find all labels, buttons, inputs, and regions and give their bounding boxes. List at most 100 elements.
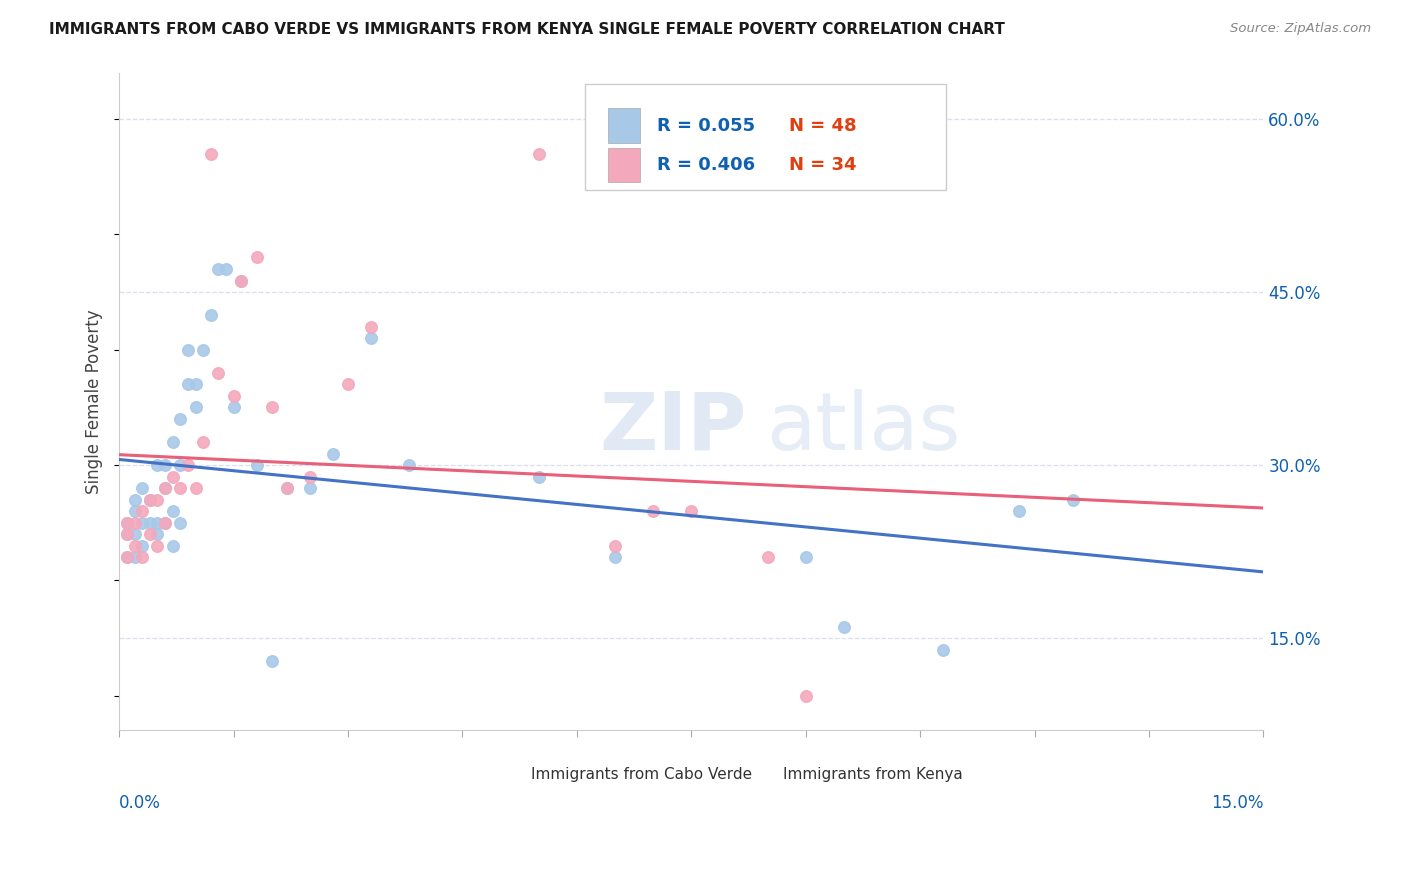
- Point: [231, 274, 253, 288]
- Point: [207, 366, 229, 380]
- FancyBboxPatch shape: [607, 148, 640, 182]
- Point: [131, 504, 153, 518]
- Point: [360, 319, 382, 334]
- Point: [124, 516, 146, 530]
- Point: [124, 504, 146, 518]
- Point: [146, 492, 169, 507]
- Text: 15.0%: 15.0%: [1211, 794, 1264, 812]
- Point: [153, 516, 176, 530]
- Text: Source: ZipAtlas.com: Source: ZipAtlas.com: [1230, 22, 1371, 36]
- Point: [115, 527, 138, 541]
- Point: [131, 550, 153, 565]
- Point: [794, 689, 817, 703]
- Point: [527, 469, 550, 483]
- Text: atlas: atlas: [766, 389, 960, 467]
- Point: [681, 504, 703, 518]
- FancyBboxPatch shape: [607, 109, 640, 143]
- Point: [124, 550, 146, 565]
- Point: [184, 481, 207, 495]
- Point: [193, 343, 215, 357]
- Point: [322, 446, 344, 460]
- Point: [207, 262, 229, 277]
- Point: [139, 516, 162, 530]
- Point: [169, 481, 191, 495]
- Text: N = 48: N = 48: [789, 117, 856, 135]
- Point: [222, 389, 245, 403]
- Point: [139, 527, 162, 541]
- Point: [184, 401, 207, 415]
- Point: [184, 377, 207, 392]
- Point: [177, 377, 200, 392]
- Point: [153, 481, 176, 495]
- Point: [139, 492, 162, 507]
- Point: [193, 435, 215, 450]
- Point: [169, 458, 191, 472]
- Point: [146, 516, 169, 530]
- Point: [169, 412, 191, 426]
- Text: ZIP: ZIP: [600, 389, 747, 467]
- Text: N = 34: N = 34: [789, 156, 856, 174]
- Point: [162, 504, 184, 518]
- FancyBboxPatch shape: [742, 761, 775, 789]
- Point: [298, 469, 321, 483]
- Point: [131, 481, 153, 495]
- Point: [115, 550, 138, 565]
- Point: [245, 251, 267, 265]
- Point: [222, 401, 245, 415]
- Point: [527, 146, 550, 161]
- Point: [131, 516, 153, 530]
- Point: [200, 146, 222, 161]
- Point: [124, 539, 146, 553]
- Point: [124, 492, 146, 507]
- Text: 0.0%: 0.0%: [120, 794, 162, 812]
- Point: [169, 516, 191, 530]
- FancyBboxPatch shape: [585, 84, 946, 190]
- Point: [153, 481, 176, 495]
- Point: [153, 458, 176, 472]
- Point: [298, 481, 321, 495]
- Text: Immigrants from Cabo Verde: Immigrants from Cabo Verde: [531, 767, 752, 781]
- Text: Immigrants from Kenya: Immigrants from Kenya: [783, 767, 963, 781]
- Point: [200, 308, 222, 322]
- Point: [360, 331, 382, 345]
- Point: [115, 550, 138, 565]
- Point: [756, 550, 779, 565]
- Point: [177, 343, 200, 357]
- Point: [603, 539, 626, 553]
- Point: [115, 516, 138, 530]
- Point: [1062, 492, 1084, 507]
- Point: [146, 539, 169, 553]
- Point: [794, 550, 817, 565]
- Point: [115, 516, 138, 530]
- Point: [260, 654, 283, 668]
- Point: [832, 619, 855, 633]
- Text: IMMIGRANTS FROM CABO VERDE VS IMMIGRANTS FROM KENYA SINGLE FEMALE POVERTY CORREL: IMMIGRANTS FROM CABO VERDE VS IMMIGRANTS…: [49, 22, 1005, 37]
- Point: [162, 539, 184, 553]
- Point: [276, 481, 298, 495]
- FancyBboxPatch shape: [491, 761, 523, 789]
- Point: [139, 492, 162, 507]
- Point: [260, 401, 283, 415]
- Point: [245, 458, 267, 472]
- Point: [162, 469, 184, 483]
- Point: [215, 262, 238, 277]
- Point: [231, 274, 253, 288]
- Point: [146, 527, 169, 541]
- Point: [398, 458, 420, 472]
- Point: [153, 516, 176, 530]
- Point: [131, 539, 153, 553]
- Point: [115, 527, 138, 541]
- Point: [276, 481, 298, 495]
- Point: [124, 527, 146, 541]
- Point: [603, 550, 626, 565]
- Point: [337, 377, 360, 392]
- Y-axis label: Single Female Poverty: Single Female Poverty: [86, 310, 103, 494]
- Point: [932, 642, 955, 657]
- Point: [162, 435, 184, 450]
- Text: R = 0.055: R = 0.055: [657, 117, 755, 135]
- Text: R = 0.406: R = 0.406: [657, 156, 755, 174]
- Point: [146, 458, 169, 472]
- Point: [1008, 504, 1031, 518]
- Point: [643, 504, 665, 518]
- Point: [177, 458, 200, 472]
